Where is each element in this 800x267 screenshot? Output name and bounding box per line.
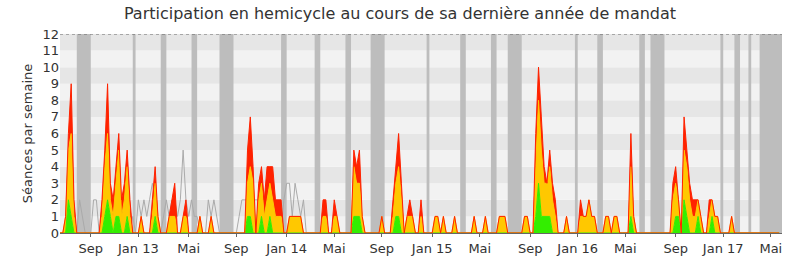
svg-text:Séances par semaine: Séances par semaine <box>20 64 35 203</box>
svg-text:10: 10 <box>42 60 59 75</box>
svg-text:8: 8 <box>51 93 59 108</box>
svg-text:Sep: Sep <box>518 241 543 256</box>
svg-text:2: 2 <box>51 192 59 207</box>
svg-text:5: 5 <box>51 143 59 158</box>
svg-text:Mai: Mai <box>614 241 637 256</box>
svg-text:Mai: Mai <box>759 241 782 256</box>
svg-text:Jan 17: Jan 17 <box>702 241 744 256</box>
svg-text:9: 9 <box>51 76 59 91</box>
svg-text:Mai: Mai <box>323 241 346 256</box>
svg-text:Sep: Sep <box>370 241 395 256</box>
svg-text:Sep: Sep <box>663 241 688 256</box>
svg-text:Sep: Sep <box>79 241 104 256</box>
svg-text:Mai: Mai <box>177 241 200 256</box>
svg-text:Jan 13: Jan 13 <box>117 241 159 256</box>
svg-text:1: 1 <box>51 209 59 224</box>
svg-text:4: 4 <box>51 159 59 174</box>
svg-text:Jan 14: Jan 14 <box>265 241 307 256</box>
svg-text:Mai: Mai <box>468 241 491 256</box>
svg-text:7: 7 <box>51 109 59 124</box>
svg-text:Sep: Sep <box>224 241 249 256</box>
svg-text:Participation en hemicycle au: Participation en hemicycle au cours de s… <box>124 4 676 23</box>
svg-text:12: 12 <box>42 27 59 42</box>
svg-text:Jan 16: Jan 16 <box>556 241 598 256</box>
svg-text:3: 3 <box>51 176 59 191</box>
svg-text:Jan 15: Jan 15 <box>411 241 453 256</box>
svg-text:0: 0 <box>51 226 59 241</box>
svg-text:6: 6 <box>51 126 59 141</box>
svg-text:11: 11 <box>42 43 59 58</box>
